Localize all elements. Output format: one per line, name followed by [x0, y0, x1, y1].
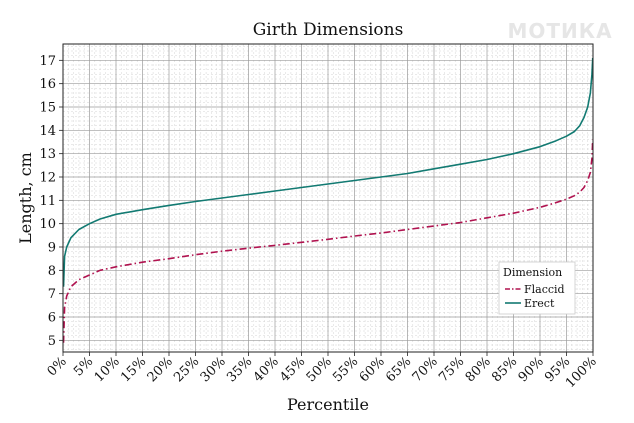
- x-tick-label: 60%: [357, 354, 388, 385]
- y-tick-label: 10: [39, 217, 56, 232]
- x-tick-label: 70%: [410, 354, 441, 385]
- y-tick-label: 7: [48, 287, 56, 302]
- y-tick-label: 16: [39, 77, 56, 92]
- y-tick-label: 11: [39, 194, 56, 209]
- y-tick-label: 17: [39, 54, 56, 69]
- series-layer: [62, 57, 594, 343]
- x-tick-label: 45%: [277, 354, 308, 385]
- y-tick-label: 13: [39, 147, 56, 162]
- grid-lines: [62, 44, 594, 352]
- x-tick-label: 25%: [171, 354, 202, 385]
- x-tick-label: 30%: [198, 354, 229, 385]
- x-axis: 0% 5%10%15%20%25%30%35%40%45%50%55%60%65%…: [45, 352, 600, 391]
- chart-title: Girth Dimensions: [253, 20, 404, 40]
- series-line-erect: [62, 57, 594, 287]
- legend: Dimension Flaccid Erect: [498, 261, 576, 315]
- y-axis-label: Length, cm: [16, 152, 35, 244]
- y-axis: 5 6 7 8 9 10 11 12 13 14 15 16 17: [39, 54, 63, 349]
- legend-title: Dimension: [503, 266, 562, 279]
- watermark: МОТИКА: [507, 19, 612, 43]
- x-tick-label: 80%: [463, 354, 494, 385]
- legend-label-flaccid: Flaccid: [524, 283, 565, 296]
- y-tick-label: 14: [39, 124, 56, 139]
- y-tick-label: 12: [39, 171, 56, 186]
- y-tick-label: 5: [48, 334, 56, 349]
- x-tick-label: 10%: [92, 354, 123, 385]
- x-tick-label: 100%: [563, 354, 600, 391]
- x-axis-label: Percentile: [287, 395, 369, 414]
- y-tick-label: 8: [48, 264, 56, 279]
- x-tick-label: 0%: [45, 354, 70, 379]
- x-tick-label: 20%: [145, 354, 176, 385]
- x-tick-label: 35%: [224, 354, 255, 385]
- y-tick-label: 15: [39, 101, 56, 116]
- x-tick-label: 90%: [516, 354, 547, 385]
- x-tick-label: 75%: [436, 354, 467, 385]
- x-tick-label: 50%: [304, 354, 335, 385]
- series-line-flaccid: [62, 139, 594, 343]
- x-tick-label: 85%: [489, 354, 520, 385]
- x-tick-label: 40%: [251, 354, 282, 385]
- legend-box: [498, 261, 576, 315]
- y-tick-label: 6: [48, 311, 56, 326]
- x-tick-label: 55%: [330, 354, 361, 385]
- y-tick-label: 9: [48, 241, 56, 256]
- legend-label-erect: Erect: [524, 297, 555, 310]
- x-tick-label: 15%: [118, 354, 149, 385]
- x-tick-label: 65%: [383, 354, 414, 385]
